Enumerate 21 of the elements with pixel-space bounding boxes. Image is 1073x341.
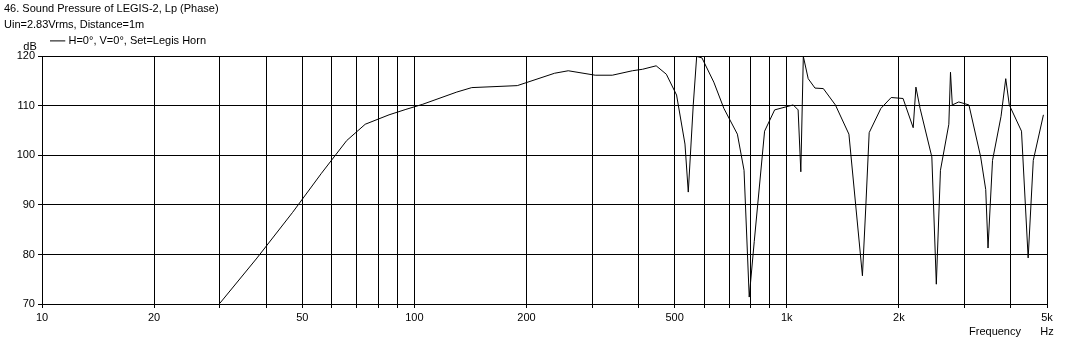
text: Hz	[1040, 324, 1054, 337]
y-tick-label: 70	[22, 297, 35, 310]
x-tick-label: 200	[517, 310, 536, 323]
x-axis-title: Frequency	[969, 324, 1022, 337]
y-axis-title: dB	[23, 39, 37, 52]
x-tick-label: 5k	[1041, 310, 1054, 323]
chart-subtitle: Uin=2.83Vrms, Distance=1m	[4, 17, 145, 30]
y-tick-label: 80	[22, 247, 35, 260]
x-tick-label: 20	[147, 310, 161, 323]
x-tick-label: 50	[296, 310, 309, 323]
y-tick-label: 100	[16, 148, 35, 161]
legend-label: H=0°, V=0°, Set=Legis Horn	[68, 33, 207, 46]
chart-title: 46. Sound Pressure of LEGIS-2, Lp (Phase)	[4, 1, 219, 14]
y-tick-label: 120	[16, 49, 35, 62]
x-tick-label: 10	[35, 310, 49, 323]
y-tick-label: 110	[17, 98, 35, 111]
x-tick-label: 1k	[780, 310, 794, 323]
y-tick-label: 90	[22, 197, 35, 210]
x-tick-label: 100	[405, 310, 424, 323]
x-tick-label: 2k	[893, 310, 906, 323]
x-tick-label: 500	[665, 310, 684, 323]
